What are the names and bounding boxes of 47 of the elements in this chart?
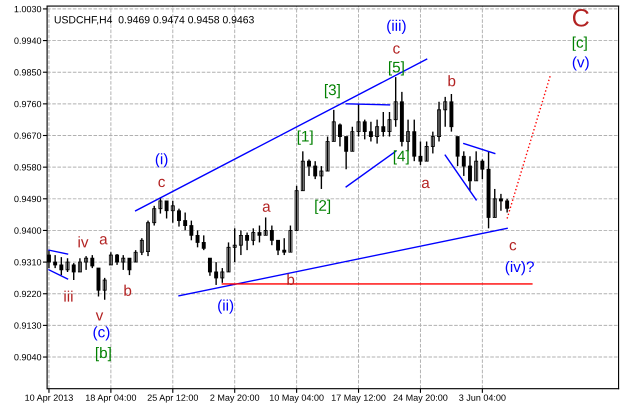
y-tick-label: 0.9490 (14, 196, 42, 202)
annotation: (c) (93, 326, 110, 340)
text: C (572, 8, 589, 27)
annotation: [5] (388, 61, 404, 76)
x-tick-label: 24 May 20:00 (394, 394, 448, 403)
x-tick-label: 3 Jun 04:00 (459, 394, 506, 401)
annotation: iii (64, 290, 73, 302)
x-tick-label: 18 Apr 04:00 (86, 394, 136, 403)
y-tick-label: 0.9310 (14, 259, 42, 266)
annotation: [4] (394, 150, 409, 164)
x-tick-label: 2 May 20:00 (210, 394, 260, 403)
text: USDCHF,H4 0.9469 0.9474 0.9458 0.9463 (54, 16, 254, 25)
annotation: [2] (315, 200, 330, 214)
y-tick-label: 0.9760 (14, 100, 42, 108)
annotation: (ii) (218, 300, 234, 314)
x-tick-label: 10 Apr 2013 (25, 394, 73, 403)
annotation: b (448, 75, 456, 86)
annotation: a (262, 204, 271, 212)
y-tick-label: 0.9580 (14, 164, 42, 171)
x-tick-label: 17 May 12:00 (332, 394, 386, 403)
x-tick-label: 10 May 04:00 (270, 394, 324, 403)
y-tick-label: 0.9940 (14, 38, 42, 44)
y-tick-label: 0.9670 (14, 132, 42, 139)
y-tick-label: 0.9220 (14, 290, 42, 298)
annotation: (iii) (387, 20, 406, 34)
annotation: [3] (324, 84, 340, 98)
annotation: iv (78, 236, 88, 248)
text: [c] (572, 36, 587, 51)
annotation: a (422, 180, 430, 188)
y-tick-label: 0.9130 (14, 322, 42, 329)
annotation: b (124, 284, 132, 296)
annotation: c (510, 242, 516, 250)
y-tick-label: 0.9040 (14, 354, 42, 360)
text: (v) (572, 56, 589, 71)
annotation: (i) (156, 153, 168, 168)
y-tick-label: 1.0030 (14, 6, 42, 12)
annotation: [b] (96, 346, 111, 362)
annotation: c (393, 45, 400, 54)
annotation: v (96, 312, 104, 320)
annotation: c (158, 178, 166, 188)
annotation: b (287, 274, 294, 286)
annotation: a (100, 236, 108, 244)
x-tick-label: 25 Apr 12:00 (148, 394, 198, 403)
y-tick-label: 0.9850 (14, 69, 42, 76)
annotation: [1] (298, 130, 313, 145)
annotation: (iv)? (506, 260, 534, 276)
y-tick-label: 0.9400 (14, 227, 42, 234)
